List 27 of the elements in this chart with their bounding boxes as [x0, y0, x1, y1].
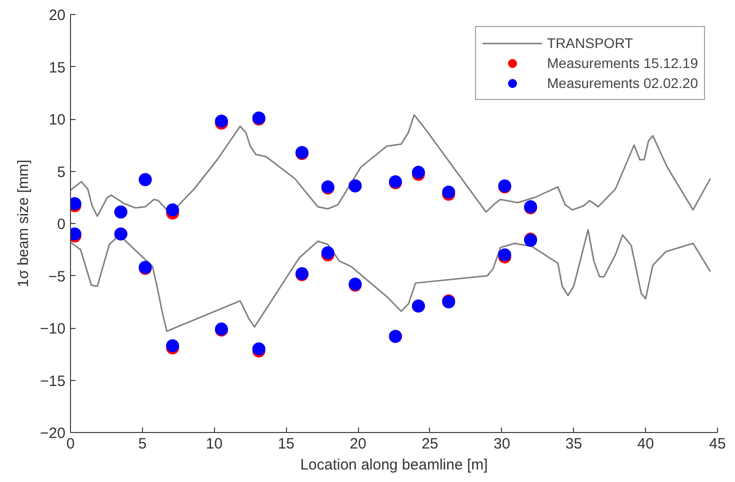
y-tick-label: −5	[48, 268, 66, 286]
y-tick-label: 20	[48, 7, 66, 24]
y-tick-label: 10	[48, 112, 66, 128]
x-tick-label: 15	[278, 436, 295, 452]
line-series	[70, 229, 712, 332]
y-tick-label: 15	[48, 59, 66, 76]
legend-label: TRANSPORT	[547, 35, 634, 51]
legend-label: Measurements 02.02.20	[547, 75, 698, 91]
y-tick-label: 0	[57, 216, 66, 233]
y-tick-label: −20	[40, 425, 66, 442]
x-tick-label: 20	[350, 436, 366, 452]
y-axis-title: 1σ beam size [mm]	[15, 160, 32, 288]
point	[166, 203, 180, 216]
x-tick-label: 10	[206, 436, 223, 452]
x-tick-label: 30	[493, 436, 510, 452]
x-tick-label: 25	[422, 436, 438, 452]
x-tick-label: 45	[709, 436, 726, 452]
x-tick-label: 5	[138, 436, 147, 452]
y-tick-label: 5	[57, 164, 66, 181]
line-series	[70, 114, 712, 217]
y-tick-label: −15	[40, 372, 66, 390]
x-tick-label: 40	[637, 436, 654, 452]
legend-label: Measurements 15.12.19	[547, 55, 698, 71]
y-tick-label: −10	[40, 320, 66, 338]
x-axis-title: Location along beamline [m]	[300, 456, 488, 474]
x-tick-label: 35	[565, 436, 582, 452]
point	[252, 342, 266, 356]
